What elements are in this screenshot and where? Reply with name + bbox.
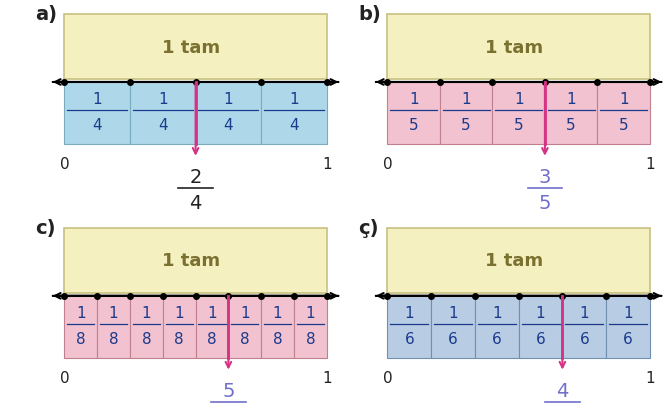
Text: 6: 6 [536,331,546,346]
Text: 1: 1 [174,305,184,320]
Text: 4: 4 [158,118,167,133]
Text: 0: 0 [60,156,69,171]
Text: 1: 1 [579,305,589,320]
Text: 5: 5 [222,381,235,400]
Text: 8: 8 [109,331,118,346]
Text: a): a) [36,5,58,24]
Text: 0: 0 [382,156,392,171]
Text: 5: 5 [409,118,419,133]
Text: b): b) [359,5,381,24]
Text: 6: 6 [492,331,502,346]
Text: 5: 5 [539,194,551,213]
Text: 8: 8 [76,331,85,346]
Text: 1: 1 [492,305,501,320]
Text: 6: 6 [448,331,458,346]
Text: 5: 5 [462,118,471,133]
Text: 1: 1 [566,92,576,107]
Text: 1: 1 [224,92,233,107]
Text: 1: 1 [207,305,217,320]
Text: 4: 4 [92,118,102,133]
Text: 1: 1 [623,305,633,320]
Text: 1: 1 [405,305,414,320]
Text: 6: 6 [579,331,589,346]
Text: 3: 3 [539,167,551,186]
Text: 1: 1 [536,305,546,320]
Text: 1: 1 [109,305,118,320]
Text: 1: 1 [240,305,249,320]
Text: 1: 1 [619,92,628,107]
Text: 1: 1 [448,305,458,320]
Text: 5: 5 [619,118,628,133]
Text: 1: 1 [514,92,523,107]
Text: 8: 8 [240,331,249,346]
Text: 1: 1 [462,92,471,107]
Text: c): c) [36,218,56,237]
Text: 0: 0 [60,370,69,385]
Text: 1: 1 [645,156,655,171]
Text: 1: 1 [76,305,85,320]
Text: 1: 1 [289,92,299,107]
Text: 8: 8 [207,331,217,346]
Text: 1 tam: 1 tam [162,252,220,270]
Text: 4: 4 [224,118,233,133]
Text: 8: 8 [273,331,282,346]
Text: ç): ç) [359,218,379,237]
Text: 1: 1 [409,92,419,107]
Text: 1: 1 [645,370,655,385]
Text: 8: 8 [142,331,151,346]
Text: 5: 5 [566,118,576,133]
Text: 1: 1 [273,305,282,320]
Text: 4: 4 [190,194,202,213]
Text: 1: 1 [306,305,315,320]
Text: 1: 1 [92,92,102,107]
Text: 6: 6 [623,331,633,346]
Text: 1 tam: 1 tam [485,252,544,270]
Text: 5: 5 [514,118,523,133]
Text: 1: 1 [142,305,151,320]
Text: 2: 2 [190,167,202,186]
Text: 8: 8 [306,331,315,346]
Text: 1 tam: 1 tam [162,38,220,56]
Text: 4: 4 [289,118,299,133]
Text: 4: 4 [556,381,569,400]
Text: 8: 8 [174,331,184,346]
Text: 6: 6 [405,331,414,346]
Text: 1: 1 [322,370,332,385]
Text: 0: 0 [382,370,392,385]
Text: 1: 1 [158,92,167,107]
Text: 1: 1 [322,156,332,171]
Text: 1 tam: 1 tam [485,38,544,56]
